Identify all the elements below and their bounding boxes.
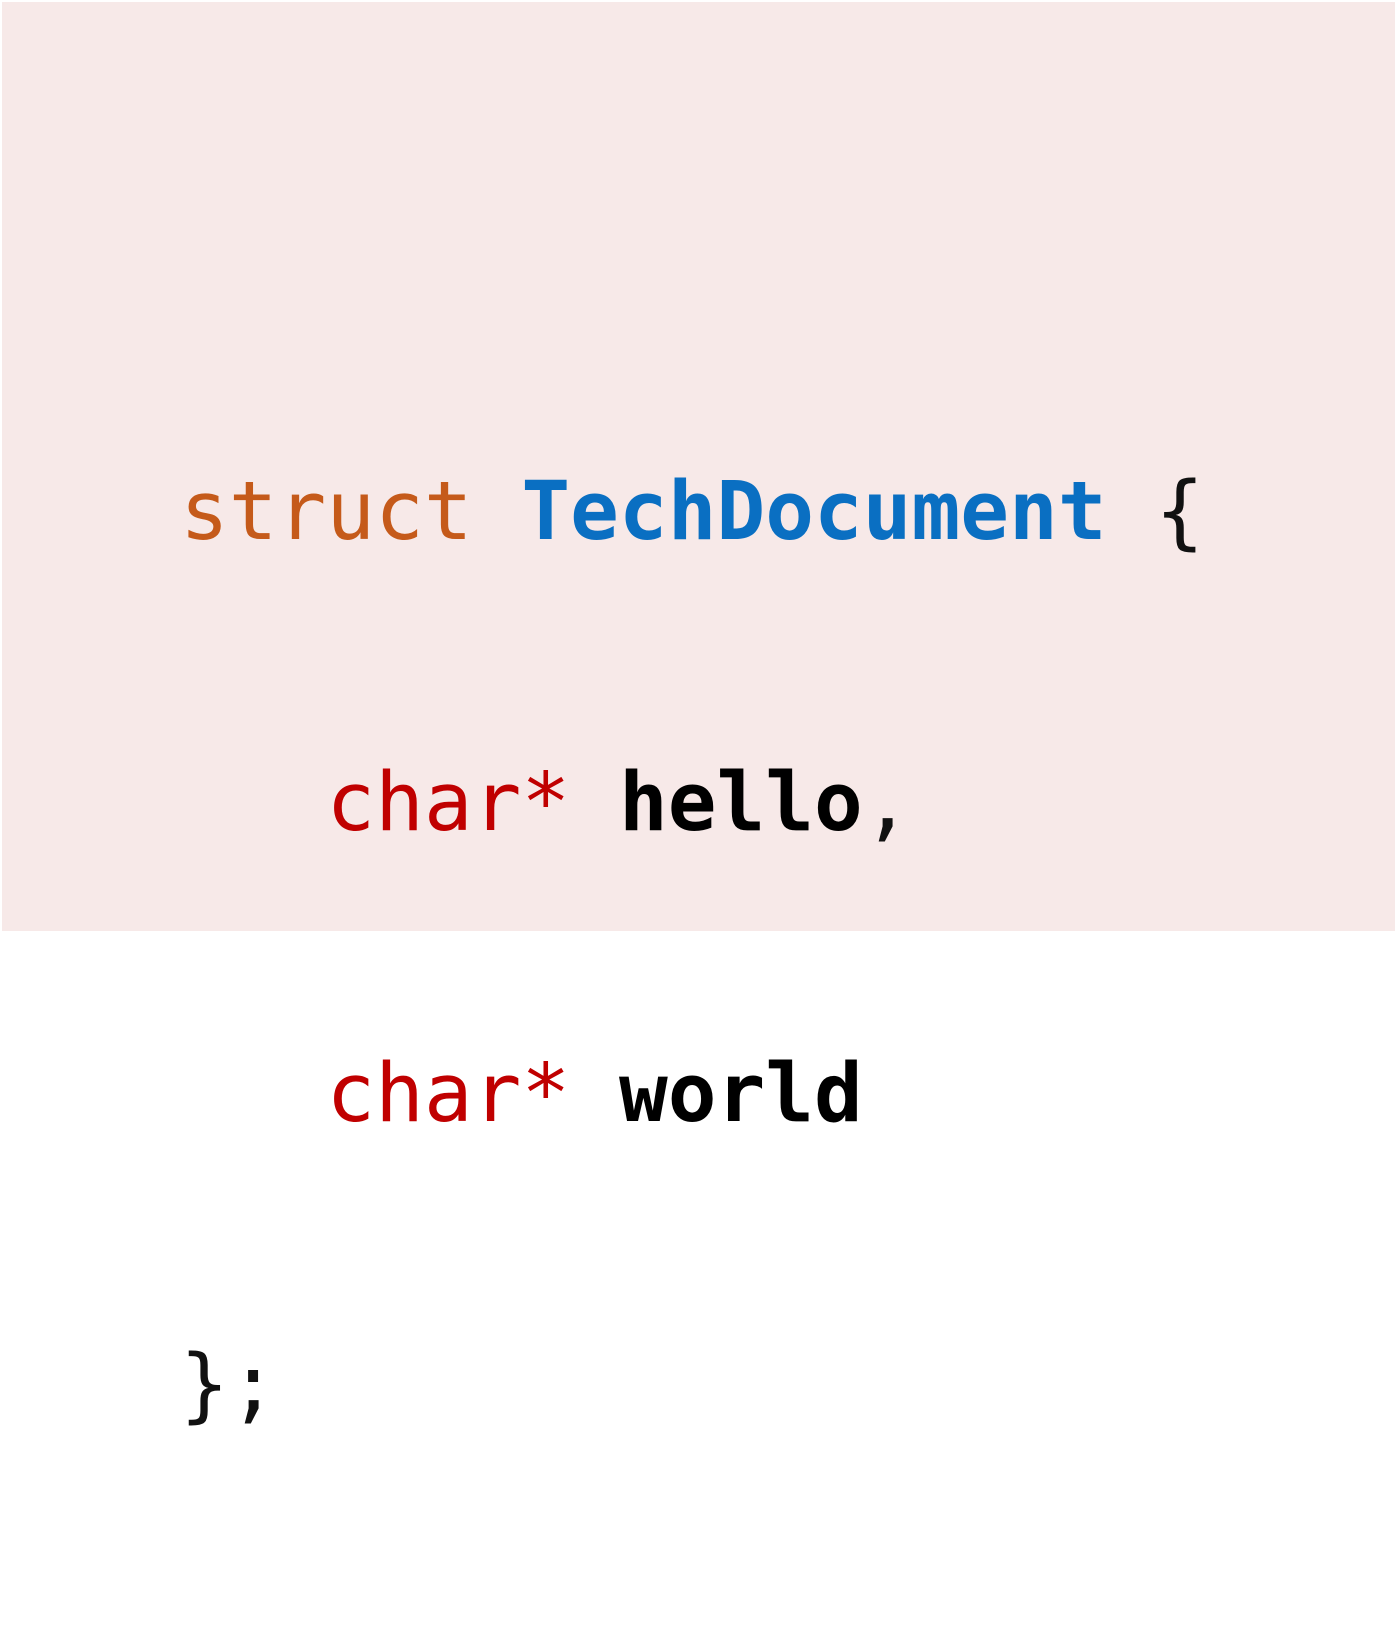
field-separator-comma: , [862, 756, 912, 850]
field-name-world: world [618, 1047, 863, 1141]
struct-name: TechDocument [521, 465, 1107, 559]
code-line-1: struct TechDocument { [180, 464, 1204, 561]
code-line-3: char* world [180, 1046, 1204, 1143]
code-canvas: struct TechDocument { char* hello, char*… [2, 2, 1395, 1432]
code-line-2: char* hello, [180, 755, 1204, 852]
code-block: struct TechDocument { char* hello, char*… [180, 270, 1204, 1628]
close-brace-semicolon: }; [180, 1338, 278, 1432]
field-type-world: char* [326, 1047, 571, 1141]
struct-keyword: struct [180, 465, 473, 559]
code-line-4: }; [180, 1337, 1204, 1434]
open-brace: { [1155, 465, 1205, 559]
field-name-hello: hello [618, 756, 863, 850]
field-type-hello: char* [326, 756, 571, 850]
